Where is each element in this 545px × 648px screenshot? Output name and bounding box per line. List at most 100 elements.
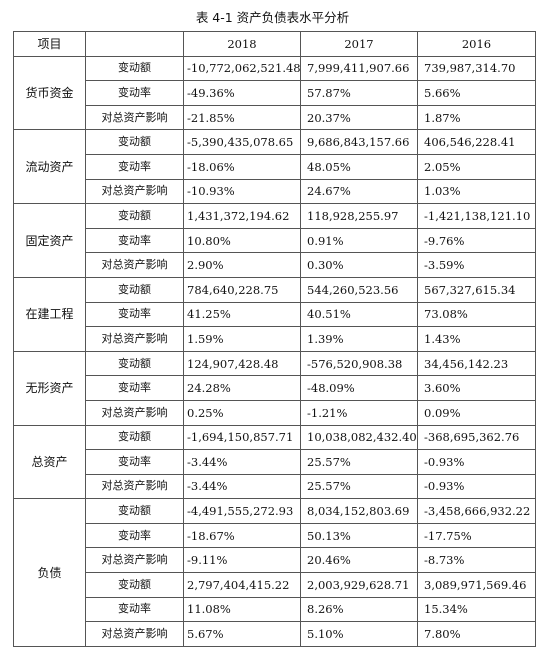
value-cell-2018: 124,907,428.48 (183, 350, 301, 377)
value-cell-2016: 3.60% (417, 375, 536, 401)
value-cell-2016: -8.73% (417, 547, 536, 574)
value-cell-2017: 57.87% (300, 80, 418, 106)
table-row: 货币资金 变动额 -10,772,062,521.48 7,999,411,907.6… (13, 55, 536, 131)
value-cell-2016: -0.93% (417, 449, 536, 475)
metric-label: 对总资产影响 (85, 178, 184, 205)
value-cell-2017: 10,038,082,432.40 (300, 424, 418, 451)
value-cell-2017: 9,686,843,157.66 (300, 129, 418, 155)
table-row: 变动率 -3.44% 25.57% -0.93% (14, 449, 536, 475)
value-cell-2016: 34,456,142.23 (417, 350, 536, 377)
value-cell-2017: 24.67% (300, 178, 418, 205)
value-cell-2018: -3.44% (183, 473, 301, 500)
metric-label: 变动额 (85, 276, 184, 303)
metric-label: 变动额 (85, 498, 184, 524)
table-row: 在建工程 变动额 784,640,228.75 544,260,523.56 567,3… (13, 276, 536, 352)
value-cell-2017: 0.30% (300, 252, 418, 278)
value-cell-2018: -18.67% (183, 522, 301, 549)
value-cell-2016: 406,546,228.41 (417, 129, 536, 155)
metric-label: 变动率 (85, 522, 184, 549)
value-cell-2016: -17.75% (417, 522, 536, 549)
value-cell-2018: 41.25% (183, 301, 301, 328)
table-caption: 表 4-1 资产负债表水平分析 (195, 10, 350, 25)
value-cell-2018: -5,390,435,078.65 (183, 129, 301, 155)
value-cell-2018: -1,694,150,857.71 (183, 424, 301, 451)
value-cell-2016: 3,089,971,569.46 (417, 572, 536, 598)
metric-label: 对总资产影响 (85, 547, 184, 574)
value-cell-2018: 2,797,404,415.22 (183, 572, 301, 598)
header-year-2018: 2018 (183, 31, 301, 57)
value-cell-2016: -9.76% (417, 227, 536, 254)
table-row: 对总资产影响 -21.85% 20.37% 1.87% (14, 104, 536, 131)
value-cell-2018: -18.06% (183, 153, 301, 180)
value-cell-2016: -368,695,362.76 (417, 424, 536, 451)
table-row: 总资产 变动额 -1,694,150,857.71 10,038,082,432.40… (13, 424, 536, 500)
value-cell-2016: -1,421,138,121.10 (417, 203, 536, 229)
item-label: 货币资金 (13, 55, 86, 131)
metric-label: 变动率 (85, 596, 184, 623)
value-cell-2018: -49.36% (183, 80, 301, 106)
metric-label: 对总资产影响 (85, 473, 184, 500)
value-cell-2016: -3,458,666,932.22 (417, 498, 536, 524)
value-cell-2017: 25.57% (300, 473, 418, 500)
value-cell-2016: 15.34% (417, 596, 536, 623)
metric-label: 变动额 (85, 129, 184, 155)
metric-label: 对总资产影响 (85, 252, 184, 278)
table-row: 对总资产影响 1.59% 1.39% 1.43% (14, 326, 536, 352)
metric-label: 变动率 (85, 153, 184, 180)
value-cell-2017: 1.39% (300, 326, 418, 352)
value-cell-2018: 1.59% (183, 326, 301, 352)
value-cell-2018: -9.11% (183, 547, 301, 574)
value-cell-2017: 50.13% (300, 522, 418, 549)
table-row: 负债 变动额 -4,491,555,272.93 8,034,152,803.69 -3… (13, 498, 536, 647)
table-row: 无形资产 变动额 124,907,428.48 -576,520,908.38 34,4… (13, 350, 536, 426)
metric-label: 变动额 (85, 203, 184, 229)
table-row: 对总资产影响 2.90% 0.30% -3.59% (14, 252, 536, 278)
metric-label: 变动率 (85, 375, 184, 401)
value-cell-2016: -0.93% (417, 473, 536, 500)
metric-label: 变动率 (85, 80, 184, 106)
table-row: 流动资产 变动额 -5,390,435,078.65 9,686,843,157.66… (13, 129, 536, 205)
metric-label: 对总资产影响 (85, 621, 184, 647)
header-metric (85, 31, 184, 57)
value-cell-2017: 25.57% (300, 449, 418, 475)
value-cell-2017: 48.05% (300, 153, 418, 180)
metric-label: 变动率 (85, 449, 184, 475)
value-cell-2018: -10,772,062,521.48 (183, 55, 301, 82)
item-label: 流动资产 (13, 129, 86, 205)
value-cell-2018: -21.85% (183, 104, 301, 131)
table-row: 变动率 -49.36% 57.87% 5.66% (14, 80, 536, 106)
value-cell-2016: 567,327,615.34 (417, 276, 536, 303)
value-cell-2017: 5.10% (300, 621, 418, 647)
value-cell-2018: 784,640,228.75 (183, 276, 301, 303)
value-cell-2016: 2.05% (417, 153, 536, 180)
value-cell-2017: 20.37% (300, 104, 418, 131)
value-cell-2018: 24.28% (183, 375, 301, 401)
value-cell-2016: 5.66% (417, 80, 536, 106)
value-cell-2017: -1.21% (300, 399, 418, 426)
value-cell-2017: 7,999,411,907.66 (300, 55, 418, 82)
table-row: 固定资产 变动额 1,431,372,194.62 118,928,255.97 -1,… (13, 203, 536, 278)
metric-label: 变动额 (85, 572, 184, 598)
value-cell-2017: -48.09% (300, 375, 418, 401)
table-row: 变动率 -18.67% 50.13% -17.75% (14, 522, 536, 549)
value-cell-2018: -10.93% (183, 178, 301, 205)
value-cell-2018: -3.44% (183, 449, 301, 475)
table-row: 对总资产影响 0.25% -1.21% 0.09% (14, 399, 536, 426)
header-year-2016: 2016 (417, 31, 536, 57)
metric-label: 对总资产影响 (85, 399, 184, 426)
table-row: 变动额 2,797,404,415.22 2,003,929,628.71 3,089… (14, 572, 536, 598)
value-cell-2018: 11.08% (183, 596, 301, 623)
value-cell-2016: 1.43% (417, 326, 536, 352)
table-row: 对总资产影响 -9.11% 20.46% -8.73% (14, 547, 536, 574)
value-cell-2016: 7.80% (417, 621, 536, 647)
header-row: 项目 2018 2017 2016 (13, 31, 536, 57)
metric-label: 对总资产影响 (85, 104, 184, 131)
value-cell-2017: -576,520,908.38 (300, 350, 418, 377)
table-row: 对总资产影响 -10.93% 24.67% 1.03% (14, 178, 536, 205)
value-cell-2018: 5.67% (183, 621, 301, 647)
header-year-2017: 2017 (300, 31, 418, 57)
value-cell-2018: 10.80% (183, 227, 301, 254)
metric-label: 对总资产影响 (85, 326, 184, 352)
item-label: 负债 (13, 498, 86, 647)
metric-label: 变动额 (85, 350, 184, 377)
